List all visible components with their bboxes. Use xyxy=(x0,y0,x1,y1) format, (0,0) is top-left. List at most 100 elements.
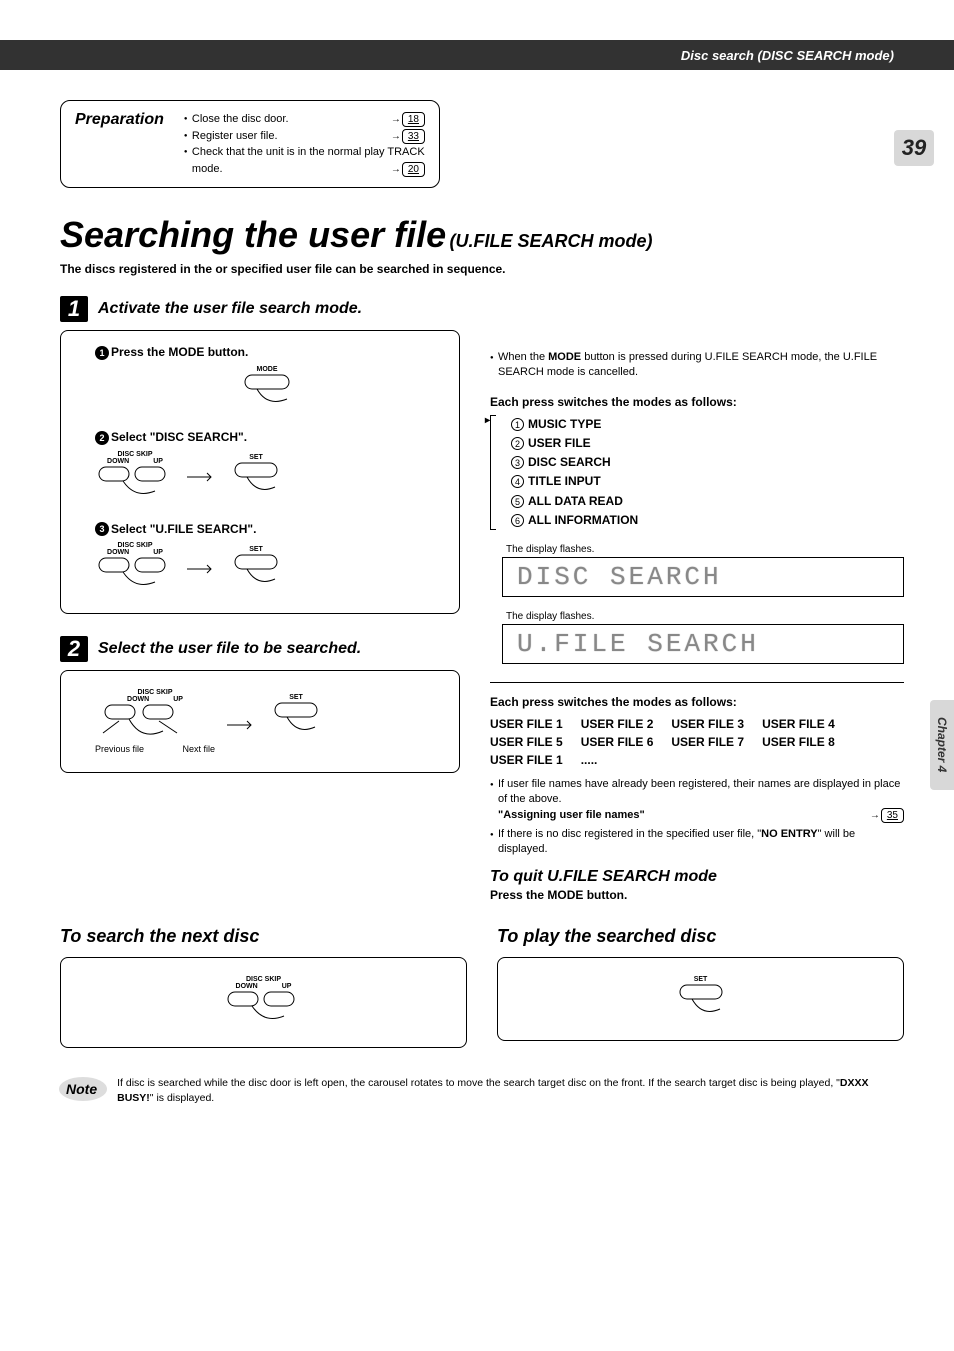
note-ref-label: "Assigning user file names" xyxy=(498,809,645,821)
discskip-row-2: DISC SKIP DOWN UP xyxy=(95,542,439,595)
up-label: UP xyxy=(282,983,292,990)
modes-title: Each press switches the modes as follows… xyxy=(490,395,904,409)
page-ref: 18 xyxy=(402,112,425,127)
step2-title: Select the user file to be searched. xyxy=(98,640,361,658)
step1-box: 1Press the MODE button. MODE 2Select "DI… xyxy=(60,330,460,614)
up-label: UP xyxy=(153,458,163,465)
mode-item: 6 ALL INFORMATION xyxy=(511,511,904,530)
set-label: SET xyxy=(674,976,728,983)
subtitle: The discs registered in the or specified… xyxy=(60,262,904,276)
step1-head: 1 Activate the user file search mode. xyxy=(60,296,460,322)
footer-note: Note If disc is searched while the disc … xyxy=(60,1076,904,1105)
preparation-box: Preparation Close the disc door. 18 Regi… xyxy=(60,100,440,188)
preparation-title: Preparation xyxy=(75,111,164,177)
chapter-side-tab: Chapter 4 xyxy=(930,700,954,790)
discskip-label: DISC SKIP xyxy=(95,542,175,549)
note-bold: MODE xyxy=(548,351,581,363)
circ-2: 2 xyxy=(95,431,109,445)
set-button-icon xyxy=(269,701,323,737)
next-file-label: Next file xyxy=(182,744,215,754)
discskip-label: DISC SKIP xyxy=(95,451,175,458)
set-label: SET xyxy=(229,454,283,461)
userfile-item: USER FILE 7 xyxy=(671,733,744,751)
mode-button-icon xyxy=(237,373,297,409)
page-number-text: 39 xyxy=(902,135,926,161)
userfile-item: USER FILE 1 xyxy=(490,751,563,769)
userfile-item: USER FILE 8 xyxy=(762,733,835,751)
prep-item: Register user file. 33 xyxy=(184,128,425,145)
note-badge-text: Note xyxy=(66,1081,97,1097)
note-text-a: When the xyxy=(498,351,548,363)
mode-num: 4 xyxy=(511,475,524,488)
page-ref-icon: 35 xyxy=(870,808,904,823)
separator xyxy=(490,682,904,683)
page-ref-icon: 18 xyxy=(391,111,425,128)
down-label: DOWN xyxy=(236,983,258,990)
discskip-row: DISC SKIP DOWN UP xyxy=(95,451,439,504)
circ-3: 3 xyxy=(95,522,109,536)
lcd-display-2: U.FILE SEARCH xyxy=(502,624,904,664)
step1-title: Activate the user file search mode. xyxy=(98,300,362,318)
bottom-row: To search the next disc DISC SKIP DOWN U… xyxy=(60,926,904,1048)
note-bold: NO ENTRY xyxy=(761,828,817,840)
substep-2: 2Select "DISC SEARCH". DISC SKIP DOWN UP xyxy=(95,430,439,504)
chapter-side-tab-text: Chapter 4 xyxy=(935,717,949,772)
mode-text: MUSIC TYPE xyxy=(528,417,601,431)
down-up-buttons-icon xyxy=(95,556,175,592)
userfile-modes-title: Each press switches the modes as follows… xyxy=(490,695,904,709)
userfile-item: USER FILE 2 xyxy=(581,715,654,733)
userfile-item: USER FILE 3 xyxy=(671,715,744,733)
userfile-item: USER FILE 1 xyxy=(490,715,563,733)
mode-text: TITLE INPUT xyxy=(528,474,601,488)
bottom-right: To play the searched disc SET xyxy=(497,926,904,1048)
mode-item: 1MUSIC TYPE xyxy=(511,415,904,434)
prep-item-text: Register user file. xyxy=(192,130,278,142)
down-up-buttons-icon xyxy=(95,465,175,501)
bottom-left: To search the next disc DISC SKIP DOWN U… xyxy=(60,926,467,1048)
discskip-group: DISC SKIP DOWN UP xyxy=(95,451,175,504)
bullet-note: If there is no disc registered in the sp… xyxy=(490,827,904,858)
note-badge: Note xyxy=(60,1076,103,1104)
set-group: SET xyxy=(229,454,283,500)
discskip-label: DISC SKIP xyxy=(95,689,215,696)
page-ref: 35 xyxy=(881,808,904,823)
bottom-right-title: To play the searched disc xyxy=(497,926,904,947)
footer-text-a: If disc is searched while the disc door … xyxy=(117,1077,840,1089)
userfile-item: USER FILE 5 xyxy=(490,733,563,751)
up-label: UP xyxy=(173,696,183,703)
note-text-a: If there is no disc registered in the sp… xyxy=(498,828,761,840)
bottom-right-box: SET xyxy=(497,957,904,1041)
preparation-items: Close the disc door. 18 Register user fi… xyxy=(184,111,425,177)
discskip-label: DISC SKIP xyxy=(224,976,304,983)
mode-text: ALL DATA READ xyxy=(528,494,623,508)
discskip-group: DISC SKIP DOWN UP xyxy=(95,542,175,595)
substep2-label: 2Select "DISC SEARCH". xyxy=(95,430,439,445)
mode-text: DISC SEARCH xyxy=(528,455,611,469)
set-button-icon xyxy=(229,461,283,497)
mode-item: 2USER FILE xyxy=(511,434,904,453)
footer-note-text: If disc is searched while the disc door … xyxy=(117,1076,904,1105)
set-group: SET xyxy=(229,546,283,592)
substep1-label: 1Press the MODE button. xyxy=(95,345,439,360)
step2-box: DISC SKIP DOWN UP Previous file xyxy=(60,670,460,773)
userfile-item: ..... xyxy=(581,751,598,769)
userfile-item: USER FILE 6 xyxy=(581,733,654,751)
mode-text: ALL INFORMATION xyxy=(528,513,638,527)
mode-item: 3DISC SEARCH xyxy=(511,453,904,472)
down-label: DOWN xyxy=(107,458,129,465)
userfile-notes: If user file names have already been reg… xyxy=(490,777,904,858)
bullet-note: When the MODE button is pressed during U… xyxy=(490,350,904,381)
step2-row: DISC SKIP DOWN UP Previous file xyxy=(95,689,439,754)
mode-item: 4 TITLE INPUT xyxy=(511,472,904,491)
lcd-display-1: DISC SEARCH xyxy=(502,557,904,597)
bullet-note: If user file names have already been reg… xyxy=(490,777,904,823)
mode-num: 6 xyxy=(511,514,524,527)
set-group: SET xyxy=(674,976,728,1022)
prev-file-label: Previous file xyxy=(95,744,144,754)
footer-text-b: " is displayed. xyxy=(150,1092,214,1104)
loop-arrow-icon: ▸ xyxy=(485,413,490,429)
userfile-grid: USER FILE 1 USER FILE 2 USER FILE 3 USER… xyxy=(490,715,904,769)
page-ref: 33 xyxy=(402,129,425,144)
page-ref-icon: 33 xyxy=(391,128,425,145)
userfile-item: USER FILE 4 xyxy=(762,715,835,733)
